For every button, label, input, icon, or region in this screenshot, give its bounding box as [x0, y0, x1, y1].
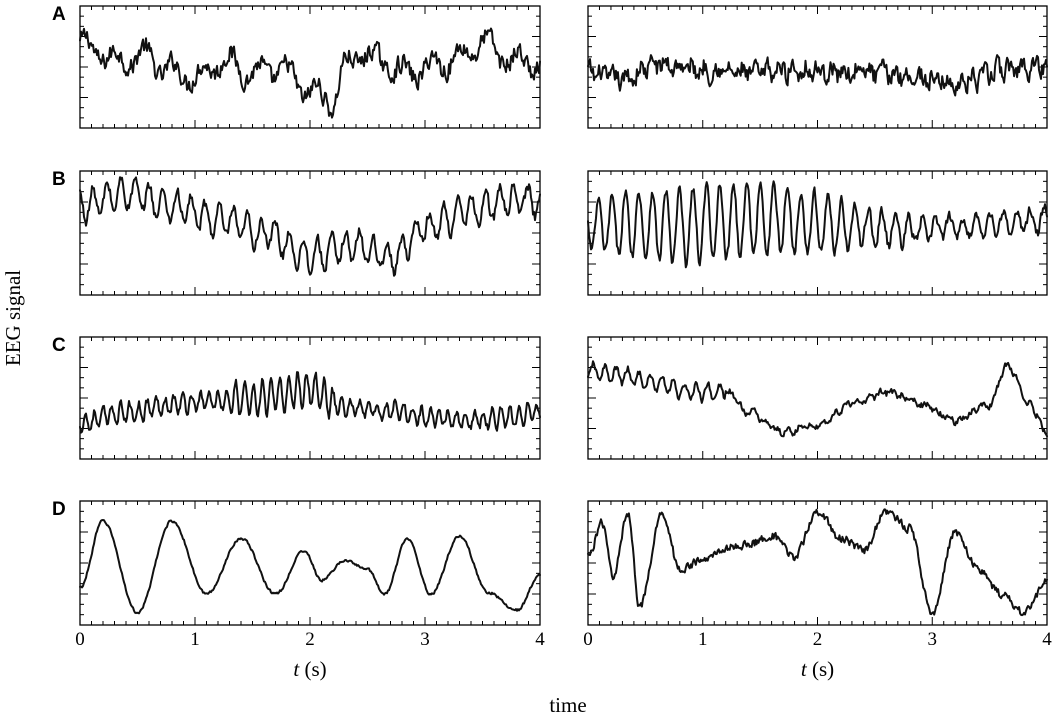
panel-frame	[79, 500, 541, 626]
x-tick-label: 1	[698, 629, 708, 650]
eeg-trace	[79, 519, 541, 615]
panel-b-right	[587, 170, 1048, 296]
panel-frame	[587, 500, 1048, 626]
x-tick-label: 0	[75, 629, 85, 650]
x-variable: t	[801, 657, 808, 681]
panel-c-left	[79, 336, 541, 460]
panel-letter-d: D	[52, 499, 66, 520]
x-tick-label: 4	[535, 629, 545, 650]
panel-d-left	[79, 500, 541, 626]
panel-letter-b: B	[52, 169, 66, 190]
x-tick-label: 2	[813, 629, 823, 650]
panel-a-left	[79, 5, 541, 129]
panel-frame	[79, 5, 541, 129]
x-unit: (s)	[807, 657, 834, 681]
panel-grid: A B C D 0 1 2 3 4 t (s) 0 1 2 3 4 t (s)	[52, 4, 1052, 681]
panel-letter-a: A	[52, 4, 66, 25]
x-variable: t	[293, 657, 300, 681]
panel-frame	[587, 336, 1048, 460]
x-unit: (s)	[299, 657, 326, 681]
eeg-trace	[587, 54, 1048, 97]
eeg-trace	[587, 180, 1048, 269]
x-tick-label: 0	[583, 629, 593, 650]
panel-a-right	[587, 5, 1048, 129]
x-tick-label: 2	[305, 629, 315, 650]
panel-frame	[79, 170, 541, 296]
panel-x-axis-title: t (s)	[293, 657, 326, 681]
x-tick-label: 3	[928, 629, 938, 650]
x-tick-label: 3	[420, 629, 430, 650]
eeg-trace	[79, 176, 541, 277]
eeg-trace	[587, 360, 1048, 438]
panel-c-right	[587, 336, 1048, 460]
y-axis-title: EEG signal	[1, 270, 25, 366]
x-axis-title: time	[549, 693, 586, 717]
x-tick-label: 4	[1042, 629, 1052, 650]
panel-letter-c: C	[52, 335, 66, 356]
panel-x-axis-title: t (s)	[801, 657, 834, 681]
eeg-trace	[79, 27, 541, 119]
panel-d-right	[587, 500, 1048, 626]
x-tick-label: 1	[190, 629, 200, 650]
eeg-trace	[79, 371, 541, 434]
panel-b-left	[79, 170, 541, 296]
eeg-trace	[587, 508, 1048, 617]
